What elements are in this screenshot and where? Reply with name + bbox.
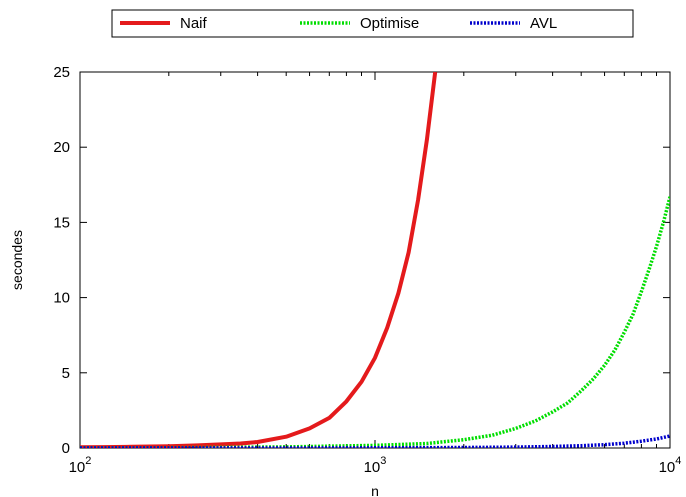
x-axis-title: n	[371, 483, 379, 497]
x-tick-label: 104	[659, 455, 682, 476]
x-tick-label: 102	[69, 455, 92, 476]
series-line-optimise	[80, 196, 670, 448]
x-tick-label: 103	[364, 455, 387, 476]
legend: Naif Optimise AVL	[111, 9, 634, 38]
y-tick-label: 10	[53, 290, 70, 307]
series-layer	[80, 72, 670, 448]
y-tick-label: 25	[53, 64, 70, 81]
y-tick-label: 15	[53, 214, 70, 231]
x-axis: 102 103 104	[69, 72, 682, 476]
legend-box	[111, 9, 634, 38]
legend-label-optimise: Optimise	[360, 15, 419, 32]
y-tick-label: 20	[53, 139, 70, 156]
legend-label-naif: Naif	[180, 15, 208, 32]
y-tick-label: 0	[62, 440, 70, 457]
y-tick-label: 5	[62, 365, 70, 382]
y-axis: 0 5 10 15 20 25	[53, 64, 670, 457]
plot-frame	[79, 71, 671, 449]
legend-label-avl: AVL	[530, 15, 557, 32]
y-axis-title: secondes	[9, 230, 25, 290]
series-line-naif	[80, 72, 438, 448]
series-line-avl	[80, 434, 670, 448]
